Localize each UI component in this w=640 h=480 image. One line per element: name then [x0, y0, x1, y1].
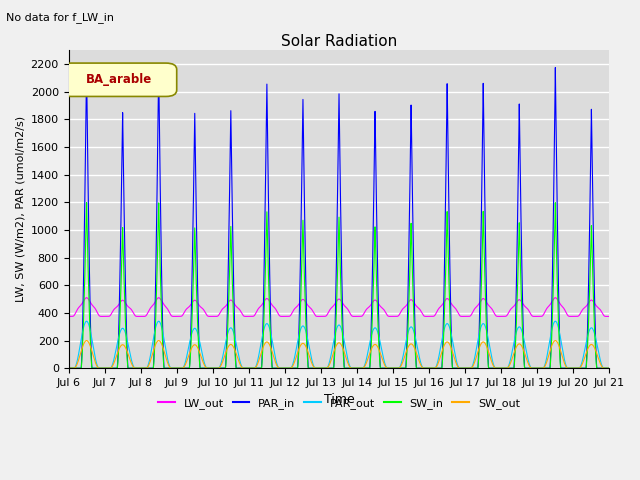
PAR_in — [175, 365, 182, 371]
SW_out — [175, 365, 182, 371]
LW_out — [605, 313, 613, 319]
Line: SW_in: SW_in — [68, 203, 609, 368]
SW_out — [180, 364, 188, 370]
SW_out — [605, 365, 613, 371]
PAR_in — [490, 365, 498, 371]
SW_in — [604, 365, 611, 371]
PAR_in — [413, 365, 421, 371]
SW_out — [65, 365, 72, 371]
SW_in — [175, 365, 182, 371]
LW_out — [65, 313, 72, 319]
Line: LW_out: LW_out — [68, 298, 609, 316]
Text: No data for f_LW_in: No data for f_LW_in — [6, 12, 115, 23]
SW_out — [413, 354, 421, 360]
LW_out — [413, 304, 421, 310]
LW_out — [83, 295, 90, 300]
PAR_in — [83, 64, 90, 70]
LW_out — [268, 301, 275, 307]
PAR_out — [65, 365, 72, 371]
SW_in — [268, 349, 275, 355]
SW_in — [490, 365, 498, 371]
PAR_in — [604, 365, 611, 371]
PAR_in — [65, 365, 72, 371]
SW_in — [413, 365, 421, 371]
Title: Solar Radiation: Solar Radiation — [281, 34, 397, 49]
PAR_out — [605, 365, 613, 371]
FancyBboxPatch shape — [60, 63, 177, 96]
Legend: LW_out, PAR_in, PAR_out, SW_in, SW_out: LW_out, PAR_in, PAR_out, SW_in, SW_out — [154, 394, 524, 414]
PAR_out — [268, 332, 275, 337]
Text: BA_arable: BA_arable — [86, 73, 152, 86]
SW_out — [490, 364, 498, 370]
PAR_out — [175, 365, 182, 371]
X-axis label: Time: Time — [324, 394, 355, 407]
PAR_out — [83, 318, 90, 324]
PAR_in — [268, 336, 275, 341]
LW_out — [175, 313, 182, 319]
PAR_in — [605, 365, 613, 371]
PAR_out — [180, 362, 188, 368]
LW_out — [490, 311, 498, 316]
SW_in — [65, 365, 72, 371]
SW_in — [180, 365, 188, 371]
SW_out — [268, 346, 275, 351]
Line: PAR_out: PAR_out — [68, 321, 609, 368]
PAR_out — [413, 346, 421, 351]
LW_out — [604, 313, 611, 319]
PAR_out — [604, 365, 611, 371]
SW_in — [83, 200, 90, 205]
SW_out — [604, 365, 611, 371]
PAR_in — [180, 365, 188, 371]
Y-axis label: LW, SW (W/m2), PAR (umol/m2/s): LW, SW (W/m2), PAR (umol/m2/s) — [15, 116, 25, 302]
LW_out — [180, 310, 188, 315]
SW_out — [83, 338, 90, 344]
PAR_out — [490, 364, 498, 370]
Line: SW_out: SW_out — [68, 341, 609, 368]
Line: PAR_in: PAR_in — [68, 67, 609, 368]
SW_in — [605, 365, 613, 371]
